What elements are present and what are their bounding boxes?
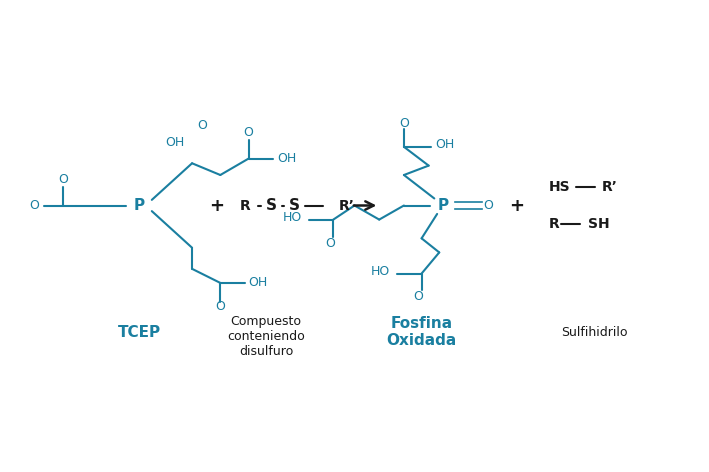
Text: P: P [437, 198, 448, 213]
Text: HO: HO [282, 211, 301, 224]
Text: R’: R’ [338, 199, 354, 212]
Text: R’: R’ [602, 180, 618, 194]
Text: R: R [549, 217, 559, 231]
Text: R: R [240, 199, 250, 212]
Text: Compuesto
conteniendo
disulfuro: Compuesto conteniendo disulfuro [228, 315, 305, 358]
Text: O: O [244, 126, 254, 139]
Text: +: + [510, 196, 525, 214]
Text: OH: OH [277, 152, 296, 165]
Text: OH: OH [436, 138, 455, 151]
Text: HO: HO [371, 265, 390, 278]
Text: O: O [198, 119, 208, 132]
Text: +: + [209, 196, 224, 214]
Text: O: O [413, 289, 423, 303]
Text: O: O [216, 300, 225, 313]
Text: HS: HS [549, 180, 570, 194]
Text: O: O [484, 199, 493, 212]
Text: O: O [399, 117, 409, 130]
Text: OH: OH [249, 277, 268, 289]
Text: Sulfihidrilo: Sulfihidrilo [562, 326, 628, 339]
Text: O: O [325, 237, 335, 251]
Text: O: O [30, 199, 40, 212]
Text: S: S [289, 198, 300, 213]
Text: O: O [58, 173, 68, 186]
Text: P: P [133, 198, 145, 213]
Text: TCEP: TCEP [118, 325, 161, 340]
Text: Fosfina
Oxidada: Fosfina Oxidada [386, 316, 457, 348]
Text: OH: OH [164, 135, 184, 149]
Text: S: S [266, 198, 277, 213]
Text: SH: SH [588, 217, 609, 231]
